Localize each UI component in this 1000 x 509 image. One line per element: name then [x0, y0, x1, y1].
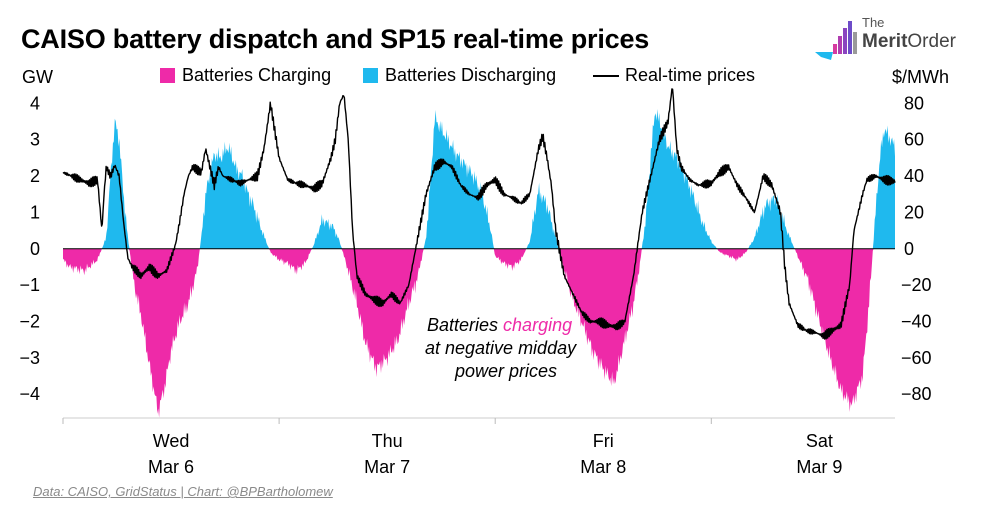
left-tick-label: −4: [19, 384, 40, 404]
right-tick-label: 40: [904, 166, 924, 186]
right-tick-label: −20: [901, 275, 932, 295]
legend-label-charging: Batteries Charging: [182, 65, 332, 85]
logo-name-part1: Merit: [862, 31, 908, 52]
x-tick-day: Sat: [806, 431, 833, 451]
left-tick-label: 4: [30, 93, 40, 113]
left-tick-label: −2: [19, 311, 40, 331]
left-tick-label: 3: [30, 130, 40, 150]
annotation-line1: Batteries charging: [427, 315, 572, 335]
left-tick-label: 0: [30, 239, 40, 259]
right-tick-label: −60: [901, 348, 932, 368]
x-tick-date: Mar 9: [796, 457, 842, 477]
legend-item-price: Real-time prices: [593, 65, 755, 86]
x-tick-day: Thu: [372, 431, 403, 451]
source-credit[interactable]: Data: CAISO, GridStatus | Chart: @BPBart…: [33, 484, 333, 499]
right-tick-label: 80: [904, 93, 924, 113]
price-line: [62, 88, 896, 340]
logo-swoosh-icon: [815, 52, 833, 60]
annotation-line2: at negative midday: [425, 338, 577, 358]
logo-name: MeritOrder: [862, 31, 956, 53]
logo-bars-icon: [833, 18, 857, 54]
logo-small-text: The: [862, 15, 885, 30]
battery-discharging-area: [63, 109, 895, 249]
right-axis-label: $/MWh: [892, 67, 950, 87]
x-tick-date: Mar 6: [148, 457, 194, 477]
left-tick-label: −3: [19, 348, 40, 368]
right-tick-label: −40: [901, 311, 932, 331]
annotation-highlight: charging: [503, 315, 572, 335]
legend-line-price: [593, 74, 619, 77]
right-tick-label: 20: [904, 202, 924, 222]
legend-swatch-discharging: [363, 68, 378, 83]
x-tick-day: Wed: [153, 431, 190, 451]
logo-name-part2: Order: [907, 31, 956, 52]
annotation-line1-text: Batteries: [427, 315, 503, 335]
x-tick-date: Mar 7: [364, 457, 410, 477]
left-tick-label: −1: [19, 275, 40, 295]
left-tick-label: 1: [30, 202, 40, 222]
chart-title: CAISO battery dispatch and SP15 real-tim…: [21, 24, 650, 54]
legend-item-charging: Batteries Charging: [160, 65, 331, 86]
x-tick-date: Mar 8: [580, 457, 626, 477]
battery-charging-area: [63, 248, 895, 418]
left-axis-label: GW: [22, 67, 53, 87]
x-tick-day: Fri: [593, 431, 614, 451]
legend-label-price: Real-time prices: [625, 65, 756, 85]
right-tick-label: −80: [901, 384, 932, 404]
legend-item-discharging: Batteries Discharging: [363, 65, 556, 86]
legend-swatch-charging: [160, 68, 175, 83]
left-tick-label: 2: [30, 166, 40, 186]
right-tick-label: 60: [904, 130, 924, 150]
annotation-line3: power prices: [454, 361, 557, 381]
legend-label-discharging: Batteries Discharging: [385, 65, 557, 85]
merit-order-logo: The MeritOrder: [815, 14, 975, 69]
right-tick-label: 0: [904, 239, 914, 259]
